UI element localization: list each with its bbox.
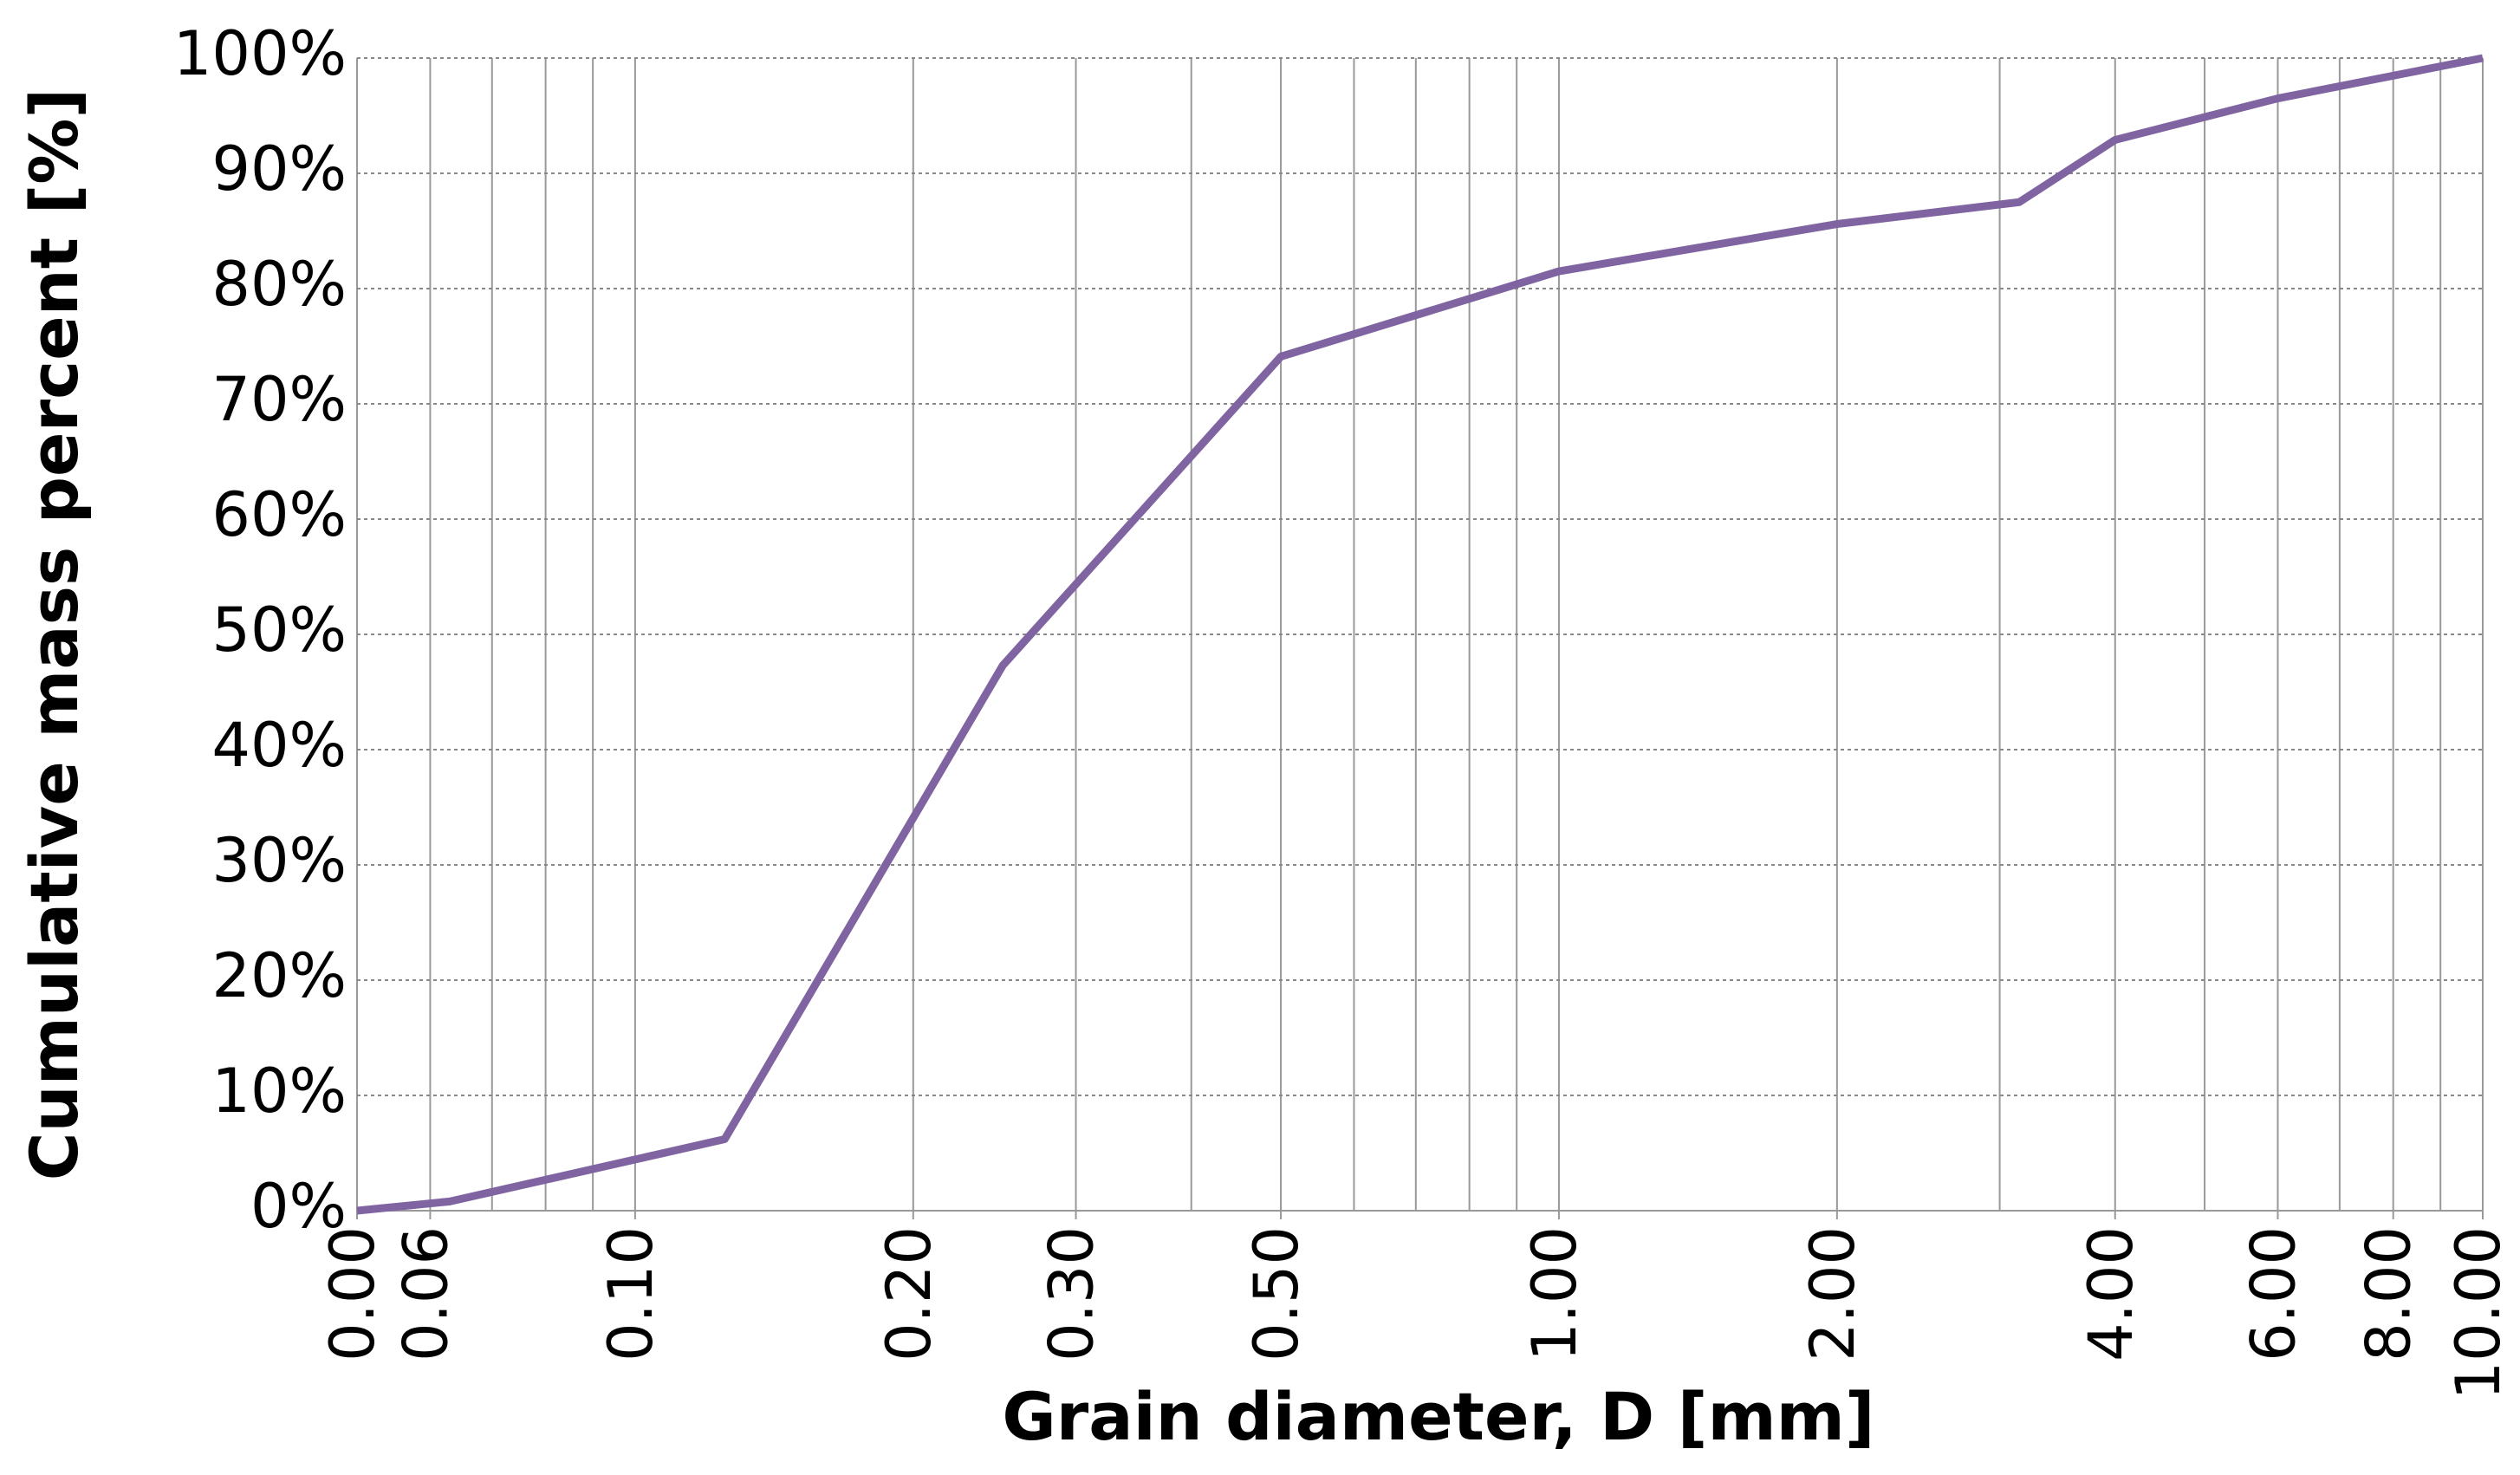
- x-axis-title: Grain diameter, D [mm]: [1002, 1378, 1874, 1455]
- y-tick-label: 20%: [211, 940, 347, 1011]
- x-tick-label: 6.00: [2238, 1226, 2309, 1361]
- y-tick-label: 80%: [211, 249, 347, 320]
- y-tick-label: 100%: [173, 18, 347, 89]
- x-tick-label: 0.00: [317, 1226, 388, 1361]
- x-tick-label: 0.06: [390, 1226, 461, 1361]
- y-tick-label: 0%: [250, 1171, 347, 1242]
- x-tick-label: 0.30: [1036, 1226, 1107, 1361]
- x-tick-label: 1.00: [1519, 1226, 1590, 1361]
- x-tick-label: 8.00: [2354, 1226, 2425, 1361]
- y-tick-label: 40%: [211, 710, 347, 781]
- y-tick-label: 30%: [211, 825, 347, 896]
- y-tick-label: 60%: [211, 479, 347, 550]
- y-tick-label: 50%: [211, 595, 347, 666]
- x-tick-label: 0.20: [874, 1226, 945, 1361]
- x-tick-label: 0.10: [595, 1226, 666, 1361]
- y-tick-label: 90%: [211, 133, 347, 205]
- y-tick-label: 70%: [211, 364, 347, 435]
- y-axis-title: Cumulative mass percent [%]: [16, 88, 93, 1180]
- x-tick-label: 0.50: [1241, 1226, 1312, 1361]
- x-tick-label: 10.00: [2443, 1226, 2514, 1400]
- data-line: [356, 54, 2484, 1215]
- y-tick-label: 10%: [211, 1056, 347, 1127]
- x-tick-label: 2.00: [1797, 1226, 1868, 1361]
- x-tick-label: 4.00: [2075, 1226, 2147, 1361]
